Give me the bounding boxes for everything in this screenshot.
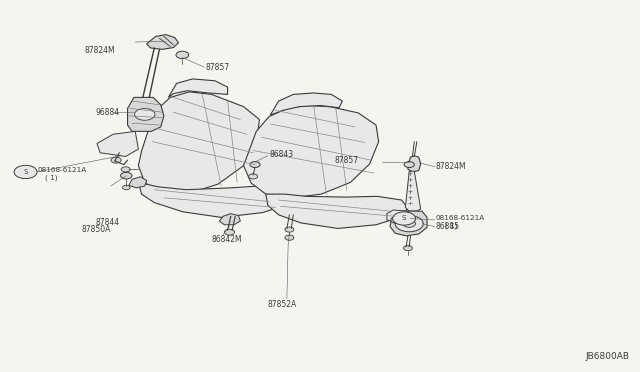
Text: 86885: 86885 — [436, 222, 460, 231]
Text: 87844: 87844 — [96, 218, 120, 227]
Text: 87824M: 87824M — [436, 162, 467, 171]
Circle shape — [122, 185, 130, 190]
Polygon shape — [147, 35, 179, 49]
Polygon shape — [129, 177, 147, 188]
Text: 87824M: 87824M — [84, 46, 115, 55]
Polygon shape — [168, 79, 228, 97]
Text: 08168-6121A: 08168-6121A — [38, 167, 87, 173]
Text: ( 1): ( 1) — [45, 174, 57, 181]
Circle shape — [403, 220, 415, 227]
Circle shape — [404, 161, 414, 167]
Circle shape — [393, 212, 415, 225]
Polygon shape — [138, 182, 288, 217]
Text: S: S — [402, 215, 406, 221]
Circle shape — [14, 165, 37, 179]
Circle shape — [285, 235, 294, 240]
Polygon shape — [244, 106, 379, 198]
Circle shape — [120, 172, 132, 179]
Circle shape — [225, 229, 235, 235]
Circle shape — [121, 167, 130, 172]
Text: 87852A: 87852A — [268, 300, 297, 310]
Polygon shape — [405, 171, 420, 211]
Circle shape — [248, 174, 257, 179]
Polygon shape — [270, 93, 342, 115]
Text: S: S — [24, 169, 28, 175]
Text: 08168-6121A: 08168-6121A — [436, 215, 485, 221]
Circle shape — [395, 215, 423, 232]
Polygon shape — [387, 210, 409, 223]
Polygon shape — [266, 194, 408, 228]
Circle shape — [391, 217, 402, 223]
Polygon shape — [220, 214, 241, 225]
Text: JB6800AB: JB6800AB — [585, 352, 629, 361]
Text: 87857: 87857 — [334, 156, 358, 166]
Polygon shape — [138, 92, 259, 194]
Polygon shape — [390, 211, 427, 236]
Polygon shape — [97, 131, 138, 157]
Text: ( 1): ( 1) — [445, 222, 458, 229]
Text: 96884: 96884 — [96, 108, 120, 118]
Circle shape — [111, 157, 121, 163]
Circle shape — [176, 51, 189, 59]
Text: 87857: 87857 — [205, 62, 229, 72]
Text: 86842M: 86842M — [212, 235, 243, 244]
Circle shape — [403, 246, 412, 251]
Polygon shape — [408, 156, 420, 172]
Circle shape — [285, 227, 294, 232]
Text: 86843: 86843 — [269, 150, 293, 159]
Text: 87850A: 87850A — [81, 225, 111, 234]
Polygon shape — [127, 97, 164, 131]
Circle shape — [250, 161, 260, 167]
Circle shape — [134, 109, 155, 120]
